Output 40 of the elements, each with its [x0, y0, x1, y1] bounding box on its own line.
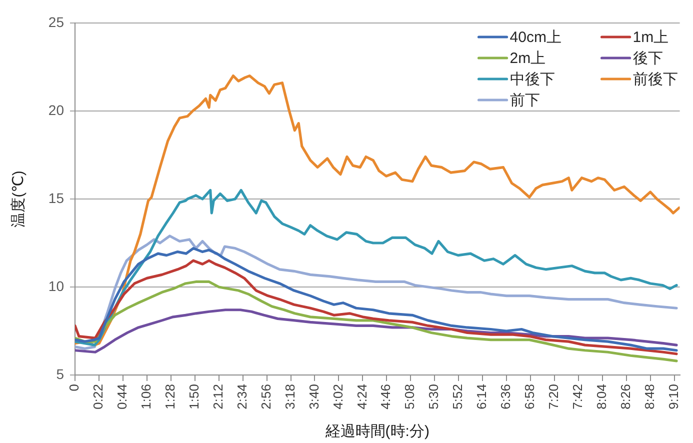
x-tick-label: 8:04 [594, 384, 609, 410]
x-tick-label: 2:56 [258, 384, 274, 410]
legend-label: 40cm上 [510, 29, 562, 46]
legend-label: 2m上 [510, 50, 546, 68]
x-tick-label: 2:34 [234, 384, 250, 410]
y-tick-label: 25 [48, 14, 64, 30]
x-tick-label: 5:30 [426, 384, 442, 410]
legend-label: 前後下 [632, 71, 678, 88]
legend-label: 後下 [632, 50, 663, 68]
x-tick-label: 4:46 [378, 384, 394, 410]
x-tick-label: 4:24 [354, 384, 370, 410]
x-tick-label: 5:08 [402, 384, 418, 410]
y-tick-label: 20 [48, 102, 64, 118]
x-tick-label: 7:20 [546, 384, 562, 410]
x-tick-label: 0:44 [114, 384, 130, 410]
x-tick-label: 7:42 [570, 384, 586, 410]
x-tick-label: 2:12 [210, 384, 226, 410]
x-tick-label: 6:58 [522, 384, 538, 410]
x-tick-label: 0:22 [90, 384, 106, 410]
x-tick-label: 5:52 [450, 384, 466, 410]
x-tick-label: 4:02 [330, 384, 346, 410]
x-tick-label: 3:40 [306, 384, 322, 410]
legend-label: 中後下 [510, 71, 555, 88]
x-tick-label: 6:14 [474, 384, 490, 410]
y-tick-label: 15 [48, 190, 64, 206]
x-axis-title: 経過時間(時:分) [324, 423, 430, 440]
x-tick-label: 1:28 [162, 384, 178, 410]
legend-label: 前下 [510, 92, 540, 110]
x-tick-label: 0 [66, 384, 82, 392]
x-tick-label: 8:26 [618, 384, 633, 410]
x-tick-label: 3:18 [282, 384, 298, 410]
y-tick-label: 5 [56, 366, 64, 382]
x-tick-label: 8:48 [642, 384, 657, 410]
x-tick-label: 1:06 [138, 384, 154, 410]
legend-label: 1m上 [632, 29, 669, 46]
x-tick-label: 9:10 [666, 384, 681, 410]
y-tick-label: 10 [48, 278, 64, 294]
x-tick-label: 1:50 [186, 384, 202, 410]
y-axis-title: 温度(℃) [10, 170, 28, 228]
x-tick-label: 6:36 [498, 384, 514, 410]
